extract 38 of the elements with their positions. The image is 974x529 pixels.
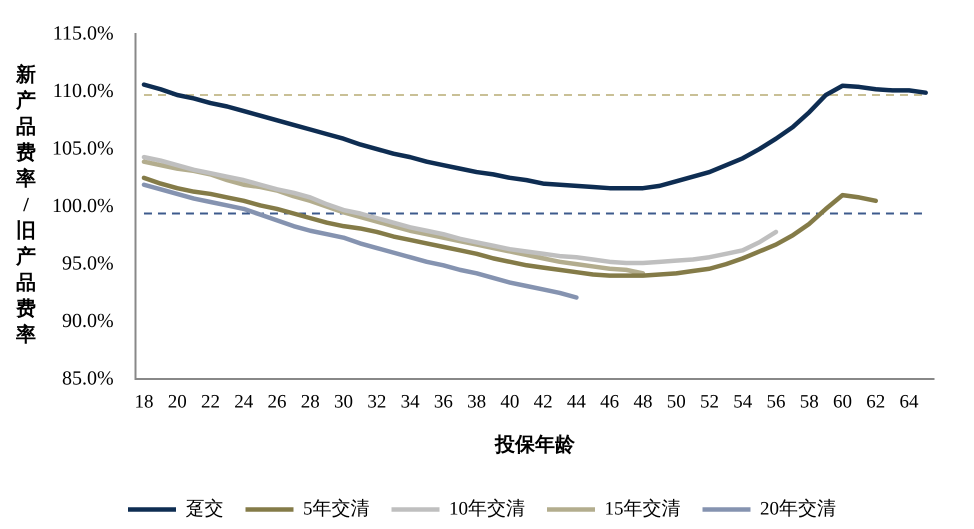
x-tick-label: 44 [566, 392, 586, 413]
legend-label: 10年交清 [449, 497, 525, 520]
x-tick-label: 20 [168, 392, 187, 413]
x-tick-label: 58 [800, 392, 819, 413]
x-tick-label: 22 [201, 392, 220, 413]
x-tick-label: 60 [833, 392, 852, 413]
y-tick-label: 115.0% [52, 22, 114, 44]
x-tick-label: 48 [633, 392, 652, 413]
legend-label: 趸交 [186, 497, 224, 520]
y-tick-label: 95.0% [62, 252, 114, 274]
y-tick-label: 100.0% [52, 194, 114, 217]
y-tick-label: 90.0% [62, 310, 114, 332]
y-tick-label: 105.0% [52, 137, 114, 160]
x-tick-label: 56 [766, 392, 786, 413]
x-tick-label: 36 [434, 392, 453, 413]
x-tick-label: 38 [467, 392, 486, 413]
x-tick-label: 50 [666, 392, 686, 413]
x-tick-label: 32 [367, 392, 386, 413]
legend-label: 5年交清 [303, 497, 370, 520]
x-tick-label: 42 [534, 392, 553, 413]
x-tick-label: 34 [400, 392, 420, 413]
x-tick-label: 54 [733, 392, 753, 413]
x-tick-label: 64 [900, 392, 920, 413]
legend-label: 15年交清 [604, 497, 680, 520]
x-tick-label: 46 [600, 392, 620, 413]
x-tick-label: 26 [268, 392, 287, 413]
legend-label: 20年交清 [760, 497, 836, 520]
x-tick-label: 52 [700, 392, 719, 413]
x-tick-label: 18 [134, 392, 154, 413]
x-tick-label: 62 [866, 392, 886, 413]
x-axis-title: 投保年龄 [494, 434, 576, 456]
x-tick-label: 40 [500, 392, 520, 413]
x-tick-label: 30 [334, 392, 354, 413]
y-tick-label: 85.0% [62, 367, 114, 390]
x-tick-label: 24 [234, 392, 254, 413]
x-tick-label: 28 [300, 392, 320, 413]
y-tick-label: 110.0% [52, 80, 114, 102]
text: 新产品费率/旧产品费率 [16, 64, 36, 346]
